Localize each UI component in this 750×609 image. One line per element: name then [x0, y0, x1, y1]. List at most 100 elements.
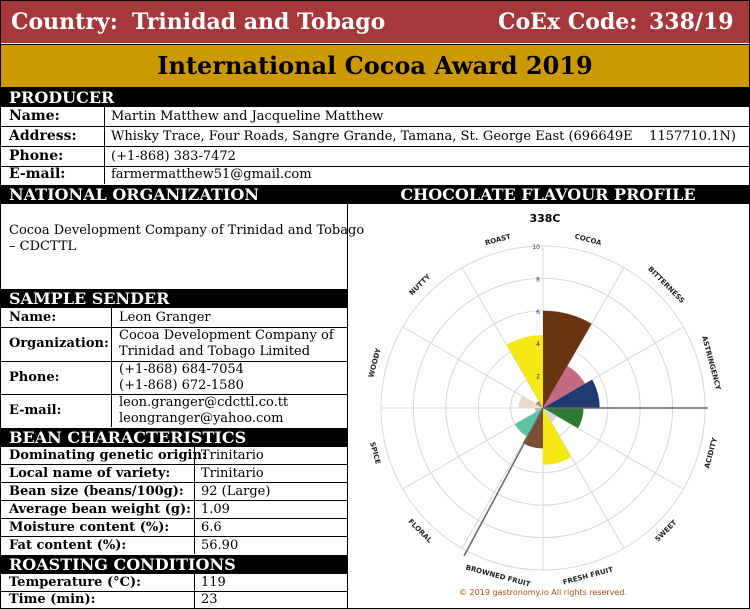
roasting-value: 23 — [201, 592, 218, 607]
axis-label-cocoa: COCOA — [574, 233, 603, 248]
petal-nutty — [535, 400, 543, 408]
roasting-heading: ROASTING CONDITIONS — [1, 555, 347, 574]
petal-bitterness — [543, 365, 586, 408]
bean-label: Bean size (beans/100g): — [9, 484, 184, 499]
axis-label-woody: WOODY — [367, 347, 383, 379]
sender-heading: SAMPLE SENDER — [1, 289, 347, 308]
sender-phone-row: Phone: (+1-868) 684-7054 (+1-868) 672-15… — [1, 362, 347, 395]
petal-acidity — [543, 408, 584, 429]
flavour-heading: CHOCOLATE FLAVOUR PROFILE — [347, 185, 749, 204]
petal-roast — [506, 335, 543, 408]
producer-phone-label: Phone: — [9, 148, 64, 164]
producer-name: Martin Matthew and Jacqueline Matthew — [111, 109, 384, 124]
award-title: International Cocoa Award 2019 — [1, 44, 749, 89]
tick-label: 6 — [536, 309, 540, 316]
producer-email-row: E-mail: farmermatthew51@gmail.com — [1, 166, 749, 184]
bean-divider — [194, 447, 195, 554]
tick-label: 8 — [536, 276, 540, 283]
bean-row: Dominating genetic origin: Trinitario — [1, 447, 347, 465]
bean-row: Fat content (%): 56.90 — [1, 537, 347, 554]
sender-org-line-1: Cocoa Development Company of — [119, 328, 334, 343]
producer-divider — [104, 107, 105, 184]
bean-row: Bean size (beans/100g): 92 (Large) — [1, 483, 347, 501]
sender-email-label: E-mail: — [9, 403, 62, 418]
header-bar: Country: Trinidad and Tobago CoEx Code: … — [1, 1, 749, 43]
producer-address: Whisky Trace, Four Roads, Sangre Grande,… — [111, 129, 736, 144]
coex-label: CoEx Code: — [498, 9, 638, 35]
producer-name-label: Name: — [9, 108, 60, 124]
roasting-label: Temperature (°C): — [9, 575, 141, 590]
axis-label-acidity: ACIDITY — [703, 436, 719, 469]
sender-divider — [111, 308, 112, 427]
producer-email: farmermatthew51@gmail.com — [111, 167, 312, 182]
bean-value: Trinitario — [201, 466, 264, 481]
petal-woody — [518, 395, 543, 408]
chart-ticks: 2 4 6 8 10 — [532, 244, 540, 381]
sender-org-line-2: Trinidad and Tobago Limited — [119, 344, 311, 359]
sender-phone-1: (+1-868) 684-7054 — [119, 362, 244, 377]
petal-astringency — [543, 379, 600, 408]
tick-label: 10 — [532, 244, 540, 251]
copyright-text: © 2019 gastronomy.io All rights reserved… — [459, 588, 627, 597]
noc-line-1: Cocoa Development Company of Trinidad an… — [9, 223, 365, 238]
bean-row: Local name of variety: Trinitario — [1, 465, 347, 483]
roasting-label: Time (min): — [9, 592, 96, 607]
country-name: Trinidad and Tobago — [132, 9, 386, 35]
grid-spoke — [542, 407, 625, 549]
sender-org-row: Organization: Cocoa Development Company … — [1, 328, 347, 362]
axis-label-roast: ROAST — [484, 233, 512, 248]
sender-name-row: Name: Leon Granger — [1, 308, 347, 328]
chart-petals — [463, 310, 708, 557]
sender-phone-label: Phone: — [9, 370, 60, 385]
bean-label: Moisture content (%): — [9, 520, 170, 535]
producer-address-label: Address: — [9, 128, 77, 144]
bean-label: Local name of variety: — [9, 466, 171, 481]
roasting-row: Time (min): 23 — [1, 592, 347, 608]
bean-label: Fat content (%): — [9, 538, 127, 553]
petal-cocoa — [543, 310, 592, 408]
axis-label-fresh-fruit: FRESH FRUIT — [562, 565, 614, 586]
tick-label: 2 — [536, 374, 540, 381]
indicator-line — [463, 407, 544, 557]
axis-label-bitterness: BITTERNESS — [646, 265, 686, 305]
roasting-row: Temperature (°C): 119 — [1, 574, 347, 592]
producer-name-row: Name: Martin Matthew and Jacqueline Matt… — [1, 107, 749, 127]
bean-value: 92 (Large) — [201, 484, 271, 499]
producer-address-row: Address: Whisky Trace, Four Roads, Sangr… — [1, 127, 749, 147]
sender-name: Leon Granger — [119, 310, 211, 325]
noc-line-2: – CDCTTL — [9, 239, 77, 254]
noc-heading: NATIONAL ORGANIZATION COMMITTEE — [1, 185, 347, 223]
column-divider — [347, 204, 348, 608]
bean-value: Trinitario — [201, 448, 264, 463]
sender-phone-2: (+1-868) 672-1580 — [119, 378, 244, 393]
bean-heading: BEAN CHARACTERISTICS — [1, 428, 347, 447]
producer-heading: PRODUCER — [1, 88, 749, 107]
bean-label: Dominating genetic origin: — [9, 448, 207, 463]
producer-email-label: E-mail: — [9, 166, 66, 182]
grid-spoke — [402, 407, 544, 490]
bean-value: 6.6 — [201, 520, 222, 535]
coex-code: 338/19 — [649, 9, 734, 35]
sender-name-label: Name: — [9, 310, 57, 325]
petal-fresh-fruit — [543, 408, 572, 465]
bean-label: Average bean weight (g): — [9, 502, 191, 517]
sender-org-label: Organization: — [9, 336, 109, 351]
petal-floral — [514, 408, 543, 437]
producer-phone: (+1-868) 383-7472 — [111, 149, 236, 164]
petal-sweet — [543, 408, 558, 423]
axis-label-spice: SPICE — [368, 441, 382, 465]
roasting-divider — [194, 574, 195, 608]
sender-email-row: E-mail: leon.granger@cdcttl.co.tt leongr… — [1, 395, 347, 427]
petal-spice — [534, 408, 543, 413]
grid-spoke — [402, 326, 544, 409]
bean-row: Average bean weight (g): 1.09 — [1, 501, 347, 519]
tick-label: 4 — [536, 341, 540, 348]
chart-title: 338C — [529, 212, 560, 225]
axis-label-floral: FLORAL — [406, 518, 433, 545]
sender-email-1: leon.granger@cdcttl.co.tt — [119, 395, 289, 410]
axis-label-browned-fruit: BROWNED FRUIT — [465, 564, 532, 589]
country-label: Country: — [11, 9, 118, 35]
producer-phone-row: Phone: (+1-868) 383-7472 — [1, 147, 749, 167]
